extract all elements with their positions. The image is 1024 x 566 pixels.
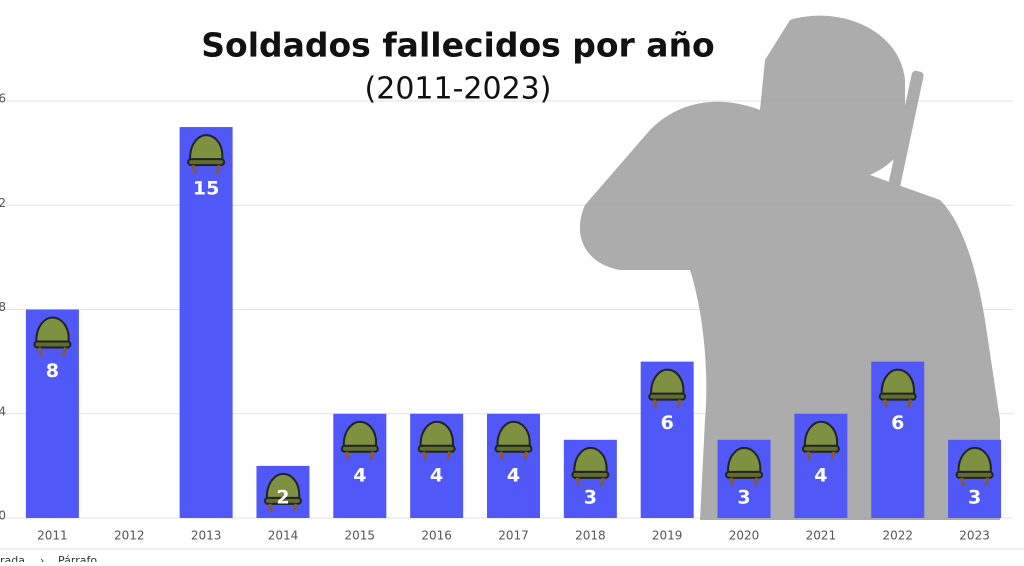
helmet-brim bbox=[33, 340, 72, 349]
helmet-brim bbox=[187, 158, 226, 167]
helmet-shell bbox=[342, 420, 378, 449]
value-label: 15 bbox=[193, 178, 219, 200]
helmet-brim bbox=[955, 470, 994, 479]
x-tick-label: 2012 bbox=[114, 529, 145, 543]
y-tick-label: 0 bbox=[0, 509, 6, 523]
x-tick-label: 2021 bbox=[806, 529, 837, 543]
helmet-brim bbox=[878, 392, 917, 401]
value-label: 3 bbox=[584, 487, 597, 509]
helmet-shell bbox=[265, 472, 301, 501]
helmet-shell bbox=[35, 316, 70, 345]
value-label: 3 bbox=[737, 487, 750, 509]
helmet-shell bbox=[650, 368, 685, 397]
helmet-strap bbox=[191, 164, 221, 174]
value-label: 6 bbox=[891, 412, 904, 434]
helmet-shell bbox=[189, 134, 224, 163]
helmet-shell bbox=[957, 446, 992, 475]
helmet-strap bbox=[652, 399, 682, 408]
x-tick-label: 2015 bbox=[345, 529, 376, 543]
x-tick-label: 2023 bbox=[959, 529, 990, 543]
helmet-strap bbox=[345, 451, 375, 461]
helmet-strap bbox=[499, 451, 528, 461]
helmet-shell bbox=[419, 420, 454, 449]
helmet-strap bbox=[575, 477, 605, 487]
helmet-strap bbox=[729, 477, 759, 487]
helmet-icon bbox=[571, 446, 610, 487]
helmet-icon bbox=[33, 316, 72, 356]
helmet-icon bbox=[263, 472, 302, 513]
value-label: 4 bbox=[814, 464, 827, 486]
helmet-strap bbox=[806, 451, 836, 461]
value-label: 6 bbox=[661, 412, 674, 434]
helmet-icon bbox=[955, 446, 994, 487]
helmet-strap bbox=[422, 451, 452, 461]
helmet-brim bbox=[417, 444, 456, 453]
value-label: 4 bbox=[507, 464, 520, 486]
helmet-brim bbox=[340, 444, 379, 453]
helmet-icon bbox=[648, 368, 687, 408]
helmet-icon bbox=[340, 420, 379, 461]
helmet-icon bbox=[494, 420, 533, 461]
helmet-icon bbox=[878, 368, 917, 408]
helmet-shell bbox=[496, 420, 531, 449]
helmet-brim bbox=[571, 470, 610, 479]
value-label: 8 bbox=[46, 360, 59, 382]
helmet-icon bbox=[417, 420, 456, 461]
helmet-icon bbox=[725, 446, 764, 487]
helmet-brim bbox=[263, 496, 302, 505]
helmet-shell bbox=[880, 368, 915, 397]
y-tick-label: 16 bbox=[0, 92, 6, 106]
helmet-strap bbox=[960, 477, 990, 487]
y-tick-label: 12 bbox=[0, 196, 6, 210]
helmet-strap bbox=[268, 503, 298, 513]
x-tick-label: 2016 bbox=[421, 529, 452, 543]
helmet-strap bbox=[37, 347, 67, 356]
helmet-brim bbox=[801, 444, 840, 453]
x-tick-label: 2020 bbox=[729, 529, 760, 543]
x-tick-label: 2022 bbox=[882, 529, 913, 543]
y-tick-label: 8 bbox=[0, 300, 6, 314]
helmet-shell bbox=[727, 446, 762, 475]
breadcrumb-item: rada bbox=[0, 554, 25, 562]
helmet-shell bbox=[803, 420, 839, 449]
bar bbox=[179, 127, 233, 518]
x-tick-label: 2019 bbox=[652, 529, 683, 543]
y-tick-label: 4 bbox=[0, 404, 6, 418]
x-tick-label: 2011 bbox=[37, 529, 68, 543]
value-label: 3 bbox=[968, 487, 981, 509]
chart-title: Soldados fallecidos por año bbox=[201, 26, 714, 65]
chart-subtitle: (2011-2023) bbox=[365, 72, 552, 107]
x-tick-label: 2014 bbox=[268, 529, 299, 543]
x-tick-label: 2013 bbox=[191, 529, 222, 543]
value-label: 2 bbox=[276, 487, 289, 509]
x-tick-label: 2018 bbox=[575, 529, 606, 543]
value-label: 4 bbox=[430, 464, 443, 486]
x-tick-label: 2017 bbox=[498, 529, 529, 543]
helmet-icon bbox=[801, 420, 840, 461]
helmet-icon bbox=[187, 134, 226, 174]
value-label: 4 bbox=[353, 464, 366, 486]
breadcrumb-separator: › bbox=[40, 554, 44, 562]
breadcrumb-item: Párrafo bbox=[58, 554, 97, 562]
helmet-shell bbox=[573, 446, 608, 475]
helmet-strap bbox=[883, 399, 913, 408]
helmet-brim bbox=[725, 470, 764, 479]
helmet-brim bbox=[648, 392, 687, 401]
helmet-brim bbox=[494, 444, 533, 453]
